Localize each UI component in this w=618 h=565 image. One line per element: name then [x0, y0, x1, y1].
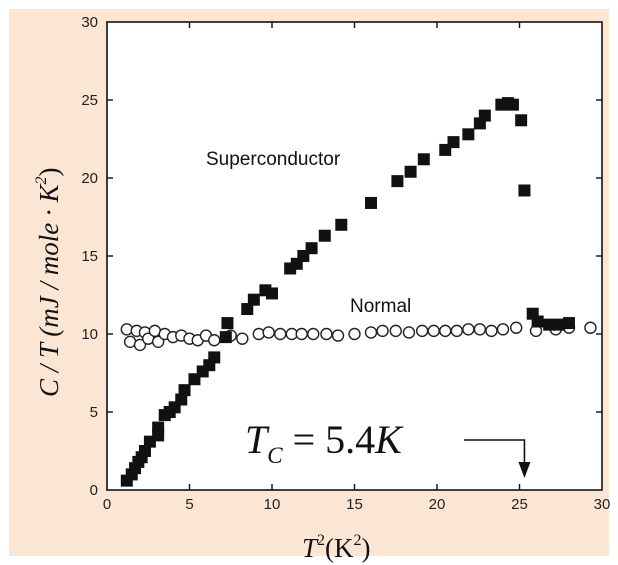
- x-axis-label: T2(K2): [302, 532, 371, 563]
- x-tick-label: 0: [103, 496, 111, 513]
- normal-point: [427, 324, 440, 338]
- x-tick-label: 15: [346, 496, 363, 513]
- y-tick-label: 5: [90, 404, 98, 421]
- tc-unit: K: [374, 417, 404, 462]
- axes: [106, 21, 603, 491]
- normal-point: [348, 327, 361, 341]
- svg-text:TC = 5.4K: TC = 5.4K: [245, 417, 404, 468]
- superconductor-point: [543, 318, 556, 331]
- superconductor-point: [221, 317, 234, 330]
- superconductor-point: [506, 98, 519, 111]
- normal-point: [133, 338, 147, 352]
- tc-symbol: T: [245, 417, 270, 462]
- normal-point: [389, 324, 402, 338]
- normal-series: [120, 321, 597, 352]
- tc-arrow: [464, 439, 531, 478]
- superconductor-point: [518, 184, 531, 197]
- superconductor-point: [447, 136, 460, 149]
- normal-point: [208, 334, 221, 347]
- normal-point: [462, 323, 475, 336]
- normal-point: [402, 326, 416, 339]
- superconductor-point: [478, 109, 491, 122]
- x-axis-ticks: 0 5 10 15 20 25 30: [103, 22, 611, 513]
- y-tick-label: 20: [81, 170, 98, 187]
- plot-area: [106, 21, 603, 491]
- normal-point: [364, 326, 378, 339]
- superconductor-point: [152, 421, 165, 434]
- superconductor-point: [178, 384, 191, 397]
- normal-point: [320, 327, 333, 341]
- superconductor-point: [417, 153, 430, 166]
- x-tick-label: 20: [429, 496, 446, 513]
- superconductor-point: [473, 117, 486, 130]
- y-tick-label: 30: [81, 14, 98, 31]
- normal-point: [274, 327, 287, 341]
- superconductor-point: [531, 315, 544, 328]
- tc-annotation: TC = 5.4K: [245, 417, 531, 478]
- y-tick-label: 15: [81, 248, 98, 265]
- normal-point: [584, 321, 597, 334]
- y-axis-label-close: ): [34, 167, 64, 176]
- superconductor-point: [365, 196, 377, 209]
- normal-point: [450, 324, 463, 338]
- normal-point: [295, 327, 308, 341]
- y-axis-ticks: 0 5 10 15 20 25 30: [81, 14, 602, 499]
- superconductor-point: [138, 445, 151, 457]
- tc-arrow-line: [464, 439, 526, 462]
- normal-point: [151, 335, 165, 348]
- superconductor-point: [318, 229, 331, 242]
- x-axis-label-base: T: [302, 533, 319, 563]
- superconductor-series: [120, 97, 575, 487]
- superconductor-point: [553, 318, 566, 331]
- y-axis-label-text: C / T (mJ / mole · K: [34, 183, 64, 397]
- superconductor-point: [305, 242, 318, 255]
- y-tick-label: 10: [81, 326, 98, 343]
- tc-arrow-head: [518, 462, 531, 478]
- normal-label: Normal: [350, 296, 411, 317]
- x-axis-label-unit-open: (K: [325, 533, 354, 563]
- y-axis-label: C / T (mJ / mole · K2): [33, 167, 64, 397]
- superconductor-label: Superconductor: [206, 149, 341, 170]
- superconductor-point: [241, 303, 254, 316]
- normal-point: [473, 323, 487, 336]
- normal-point: [262, 326, 275, 339]
- superconductor-point: [208, 351, 221, 364]
- normal-point: [485, 324, 498, 338]
- superconductor-point: [335, 218, 348, 231]
- normal-point: [120, 323, 134, 336]
- y-axis-label-exp: 2: [33, 176, 50, 184]
- normal-point: [496, 323, 510, 336]
- superconductor-point: [266, 287, 278, 300]
- x-axis-label-exp: 2: [317, 532, 325, 549]
- x-axis-label-unit-close: ): [362, 533, 371, 563]
- x-tick-label: 30: [594, 496, 611, 513]
- superconductor-point: [563, 317, 575, 330]
- y-tick-label: 25: [81, 92, 98, 109]
- y-tick-label: 0: [90, 482, 98, 499]
- superconductor-point: [462, 128, 475, 141]
- normal-point: [331, 329, 345, 342]
- tc-value: = 5.4: [283, 417, 376, 462]
- superconductor-point: [219, 331, 232, 344]
- x-tick-label: 5: [185, 496, 193, 513]
- normal-point: [252, 327, 265, 341]
- tc-subscript: C: [267, 443, 283, 468]
- normal-point: [376, 324, 389, 338]
- x-tick-label: 25: [511, 496, 528, 513]
- normal-point: [415, 324, 429, 338]
- superconductor-point: [175, 393, 188, 406]
- superconductor-point: [515, 114, 528, 127]
- superconductor-point: [391, 175, 404, 188]
- superconductor-point: [247, 293, 260, 306]
- x-tick-label: 10: [264, 496, 281, 513]
- normal-point: [307, 327, 320, 341]
- normal-point: [439, 324, 452, 338]
- normal-point: [510, 321, 523, 334]
- superconductor-point: [404, 165, 417, 178]
- x-axis-label-unit-exp: 2: [354, 532, 362, 549]
- normal-point: [236, 332, 249, 345]
